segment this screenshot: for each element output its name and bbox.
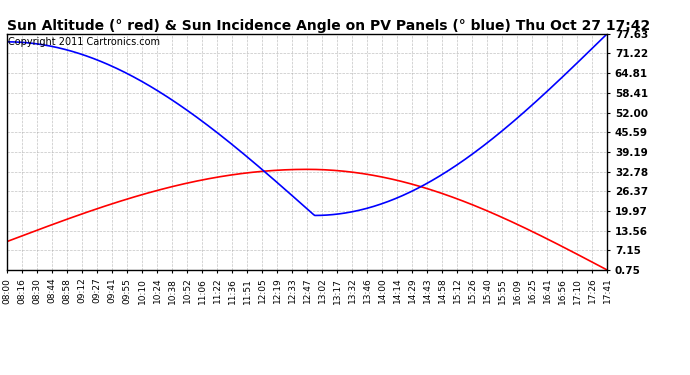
Text: Sun Altitude (° red) & Sun Incidence Angle on PV Panels (° blue) Thu Oct 27 17:4: Sun Altitude (° red) & Sun Incidence Ang… bbox=[7, 19, 650, 33]
Text: Copyright 2011 Cartronics.com: Copyright 2011 Cartronics.com bbox=[8, 37, 160, 47]
